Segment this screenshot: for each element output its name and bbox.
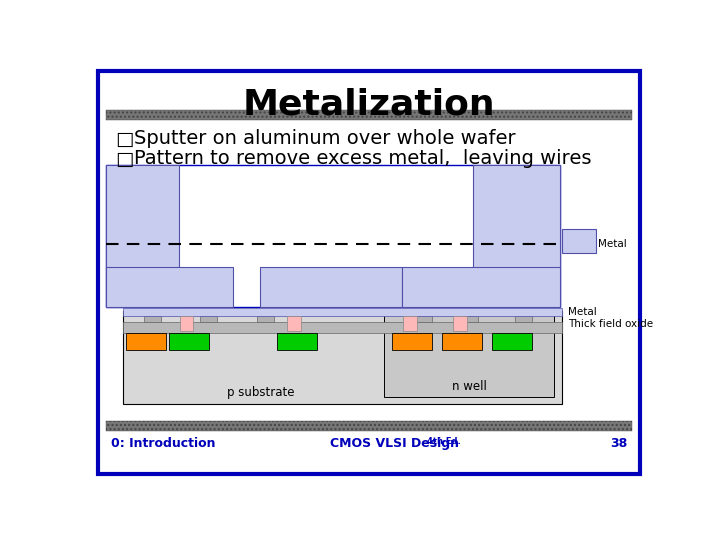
Bar xyxy=(106,267,233,307)
Bar xyxy=(122,311,562,403)
Text: Metalization: Metalization xyxy=(243,88,495,122)
Text: □: □ xyxy=(115,130,133,149)
Bar xyxy=(106,110,632,120)
Bar xyxy=(415,316,432,322)
Text: n+: n+ xyxy=(504,336,521,346)
Bar xyxy=(260,267,402,307)
Text: n well: n well xyxy=(451,380,487,393)
Text: n+: n+ xyxy=(180,336,197,346)
Bar xyxy=(403,316,417,331)
Text: □: □ xyxy=(115,150,133,168)
Bar xyxy=(106,421,632,430)
Bar xyxy=(562,229,596,253)
Bar xyxy=(384,311,554,397)
Text: 4th Ed.: 4th Ed. xyxy=(427,437,461,445)
Bar xyxy=(179,316,194,331)
Text: Pattern to remove excess metal,  leaving wires: Pattern to remove excess metal, leaving … xyxy=(134,148,592,168)
Text: p+: p+ xyxy=(403,336,420,346)
Text: CMOS VLSI Design: CMOS VLSI Design xyxy=(330,437,459,450)
Bar xyxy=(257,316,274,322)
Bar xyxy=(492,333,532,350)
Bar xyxy=(106,165,179,307)
Bar xyxy=(144,316,161,322)
Text: Sputter on aluminum over whole wafer: Sputter on aluminum over whole wafer xyxy=(134,130,516,148)
Bar xyxy=(442,333,482,350)
Text: n+: n+ xyxy=(288,336,305,346)
Text: Thick field oxide: Thick field oxide xyxy=(567,319,653,329)
Bar xyxy=(453,316,467,331)
Bar xyxy=(402,267,560,307)
Text: 38: 38 xyxy=(610,437,627,450)
Bar xyxy=(462,316,478,322)
Text: Metal: Metal xyxy=(567,307,596,317)
Bar xyxy=(127,333,166,350)
Bar xyxy=(199,316,217,322)
Text: 0: Introduction: 0: Introduction xyxy=(111,437,215,450)
Bar xyxy=(287,316,301,331)
Bar xyxy=(106,165,560,307)
Bar xyxy=(122,322,562,333)
Bar xyxy=(516,316,532,322)
Text: p+: p+ xyxy=(138,336,155,346)
Bar xyxy=(392,333,432,350)
Bar xyxy=(122,308,562,316)
Bar xyxy=(276,333,317,350)
Bar xyxy=(473,165,560,307)
Text: Metal: Metal xyxy=(598,239,626,249)
Text: p substrate: p substrate xyxy=(228,386,295,399)
Bar xyxy=(168,333,209,350)
Text: p+: p+ xyxy=(454,336,471,346)
